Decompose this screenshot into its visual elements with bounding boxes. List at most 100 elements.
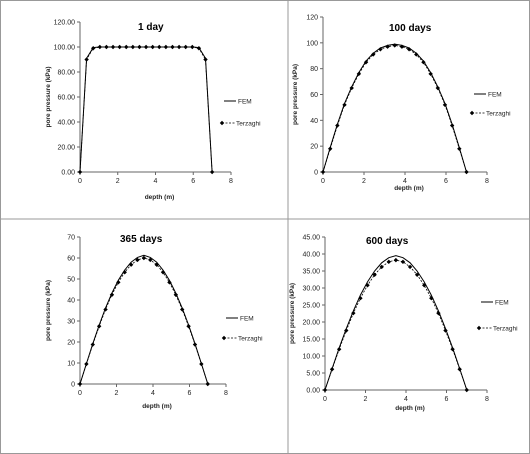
y-tick-label: 50 xyxy=(67,277,75,284)
chart-panel-2: 0 20 40 60 80 100 120 0 2 4 6 8 100 days depth (m) por… xyxy=(292,15,511,193)
data-point-terzaghi xyxy=(365,283,370,288)
data-point-terzaghi xyxy=(349,85,354,91)
data-point-terzaghi xyxy=(344,328,349,333)
y-tick-label: 40 xyxy=(310,118,318,125)
data-point-terzaghi xyxy=(167,280,172,285)
chart-title: 1 day xyxy=(138,22,164,33)
data-point-terzaghi xyxy=(436,310,441,316)
legend-label-fem: FEM xyxy=(495,300,509,307)
legend-label-terzaghi: Terzaghi xyxy=(486,111,511,118)
x-tick-label: 4 xyxy=(404,396,408,403)
x-tick-label: 8 xyxy=(224,390,228,397)
data-point-terzaghi xyxy=(110,44,116,50)
y-tick-label: 15.00 xyxy=(302,337,320,344)
data-point-terzaghi xyxy=(392,43,397,48)
data-point-terzaghi xyxy=(464,387,469,393)
y-tick-label: 0 xyxy=(314,170,318,177)
y-tick-label: 60 xyxy=(310,92,318,99)
data-point-terzaghi xyxy=(141,255,147,261)
y-tick-label: 60 xyxy=(67,256,75,263)
legend-label-fem: FEM xyxy=(240,316,254,323)
x-axis-label: depth (m) xyxy=(142,403,172,410)
chart-panel-4: 0.005.0010.0015.0020.0025.0030.0035.0040… xyxy=(289,235,518,413)
y-tick-label: 20.00 xyxy=(302,320,320,327)
data-point-terzaghi xyxy=(124,44,129,50)
legend-label-terzaghi: Terzaghi xyxy=(493,326,518,333)
x-tick-label: 2 xyxy=(116,178,120,185)
y-tick-label: 45.00 xyxy=(302,235,320,242)
x-tick-label: 8 xyxy=(485,178,489,185)
data-point-terzaghi xyxy=(406,47,412,52)
y-tick-label: 40.00 xyxy=(302,252,320,259)
series-line-terzaghi xyxy=(324,259,468,391)
data-point-terzaghi xyxy=(209,169,215,175)
data-point-terzaghi xyxy=(128,262,134,267)
x-tick-label: 6 xyxy=(444,178,448,185)
data-point-terzaghi xyxy=(170,44,175,50)
y-axis-label: pore pressure (kPa) xyxy=(45,66,52,127)
data-point-terzaghi xyxy=(400,259,406,265)
y-tick-label: 40.00 xyxy=(57,120,75,127)
chart-panel-1: 0.00 20.00 40.00 60.00 80.00 100.00 120.00 0 2 4 6… xyxy=(45,20,261,202)
y-tick-label: 0.00 xyxy=(306,388,320,395)
x-tick-label: 0 xyxy=(321,178,325,185)
data-point-terzaghi xyxy=(356,71,362,77)
data-point-terzaghi xyxy=(203,57,208,62)
data-point-terzaghi xyxy=(421,60,426,65)
data-point-terzaghi xyxy=(449,123,455,128)
y-tick-label: 25.00 xyxy=(302,303,320,310)
data-point-terzaghi xyxy=(116,280,121,285)
data-point-terzaghi xyxy=(150,44,155,50)
legend-marker-terzaghi xyxy=(476,325,482,331)
data-point-terzaghi xyxy=(386,259,391,265)
y-tick-label: 30.00 xyxy=(302,286,320,293)
y-tick-label: 80 xyxy=(310,66,318,73)
y-tick-label: 80.00 xyxy=(57,70,75,77)
legend-label-terzaghi: Terzaghi xyxy=(238,336,263,343)
x-tick-label: 0 xyxy=(323,396,327,403)
data-point-terzaghi xyxy=(163,44,169,50)
data-point-terzaghi xyxy=(371,52,376,57)
y-tick-label: 40 xyxy=(67,298,75,305)
y-tick-label: 100.00 xyxy=(54,45,76,52)
data-point-terzaghi xyxy=(379,264,384,270)
data-point-terzaghi xyxy=(183,44,188,50)
y-tick-label: 20 xyxy=(310,144,318,151)
data-point-terzaghi xyxy=(342,102,347,108)
legend-marker-terzaghi xyxy=(219,120,225,126)
data-point-terzaghi xyxy=(407,264,413,270)
y-tick-label: 120 xyxy=(306,15,318,22)
y-axis-label: pore pressure (kPa) xyxy=(45,280,52,341)
data-point-terzaghi xyxy=(205,381,210,387)
y-tick-label: 30 xyxy=(67,319,75,326)
data-point-terzaghi xyxy=(176,44,182,50)
data-point-terzaghi xyxy=(148,257,153,263)
data-point-terzaghi xyxy=(96,324,102,329)
data-point-terzaghi xyxy=(130,44,136,50)
data-point-terzaghi xyxy=(372,272,377,277)
data-point-terzaghi xyxy=(180,307,185,312)
series-line-fem xyxy=(324,255,468,391)
y-tick-label: 10.00 xyxy=(302,354,320,361)
data-point-terzaghi xyxy=(173,292,179,297)
data-point-terzaghi xyxy=(358,296,363,301)
data-point-terzaghi xyxy=(199,361,204,367)
data-point-terzaghi xyxy=(457,367,462,372)
series-line-fem xyxy=(79,46,213,173)
data-point-terzaghi xyxy=(84,57,89,62)
data-point-terzaghi xyxy=(335,123,340,128)
data-point-terzaghi xyxy=(322,387,328,393)
data-point-terzaghi xyxy=(196,46,202,51)
data-point-terzaghi xyxy=(414,272,420,277)
chart-title: 100 days xyxy=(389,23,432,34)
data-point-terzaghi xyxy=(443,328,448,333)
x-tick-label: 6 xyxy=(188,390,192,397)
data-point-terzaghi xyxy=(414,52,419,57)
x-tick-label: 6 xyxy=(445,396,449,403)
data-point-terzaghi xyxy=(77,381,83,387)
y-tick-label: 10 xyxy=(67,361,75,368)
data-point-terzaghi xyxy=(327,146,333,151)
data-point-terzaghi xyxy=(109,292,115,297)
y-axis-label: pore pressure (kPa) xyxy=(292,64,299,125)
